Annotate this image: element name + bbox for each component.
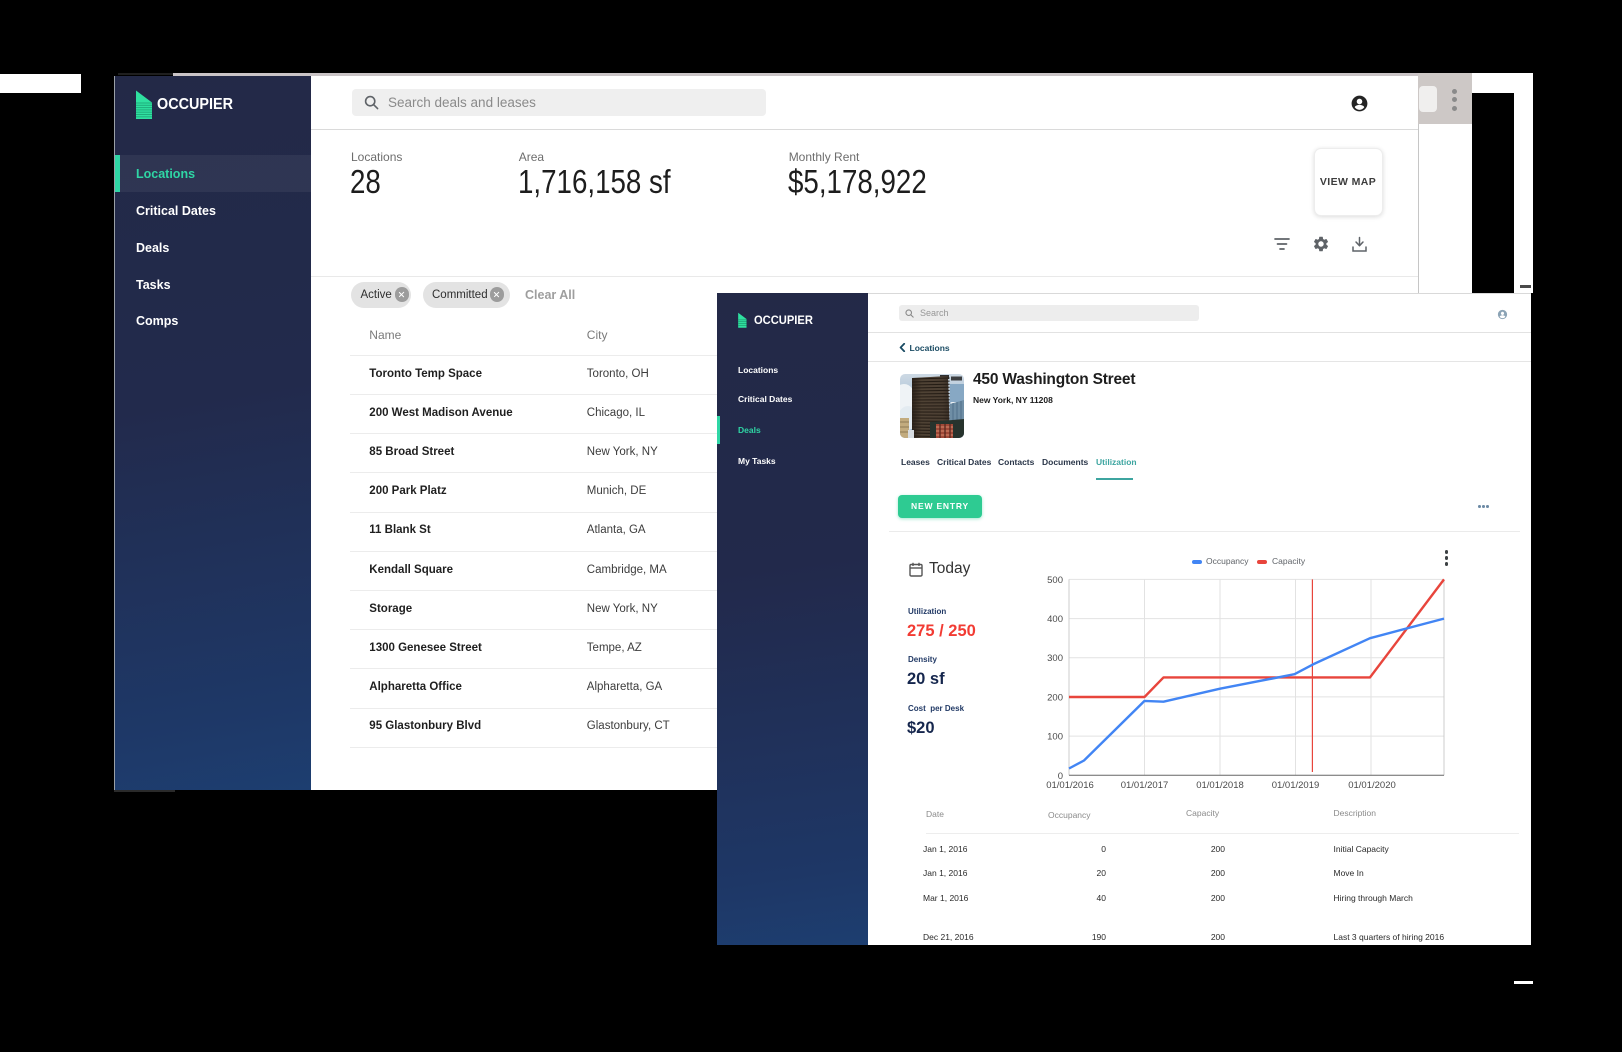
svg-text:01/01/2017: 01/01/2017 bbox=[1121, 780, 1169, 791]
svg-text:01/01/2018: 01/01/2018 bbox=[1196, 780, 1244, 791]
svg-text:200: 200 bbox=[1047, 692, 1063, 703]
svg-text:01/01/2019: 01/01/2019 bbox=[1272, 780, 1320, 791]
svg-text:01/01/2020: 01/01/2020 bbox=[1348, 780, 1396, 791]
svg-text:400: 400 bbox=[1047, 614, 1063, 625]
svg-text:01/01/2016: 01/01/2016 bbox=[1046, 780, 1094, 791]
svg-text:0: 0 bbox=[1058, 771, 1063, 782]
svg-text:100: 100 bbox=[1047, 732, 1063, 743]
svg-text:500: 500 bbox=[1047, 575, 1063, 586]
svg-text:300: 300 bbox=[1047, 653, 1063, 664]
